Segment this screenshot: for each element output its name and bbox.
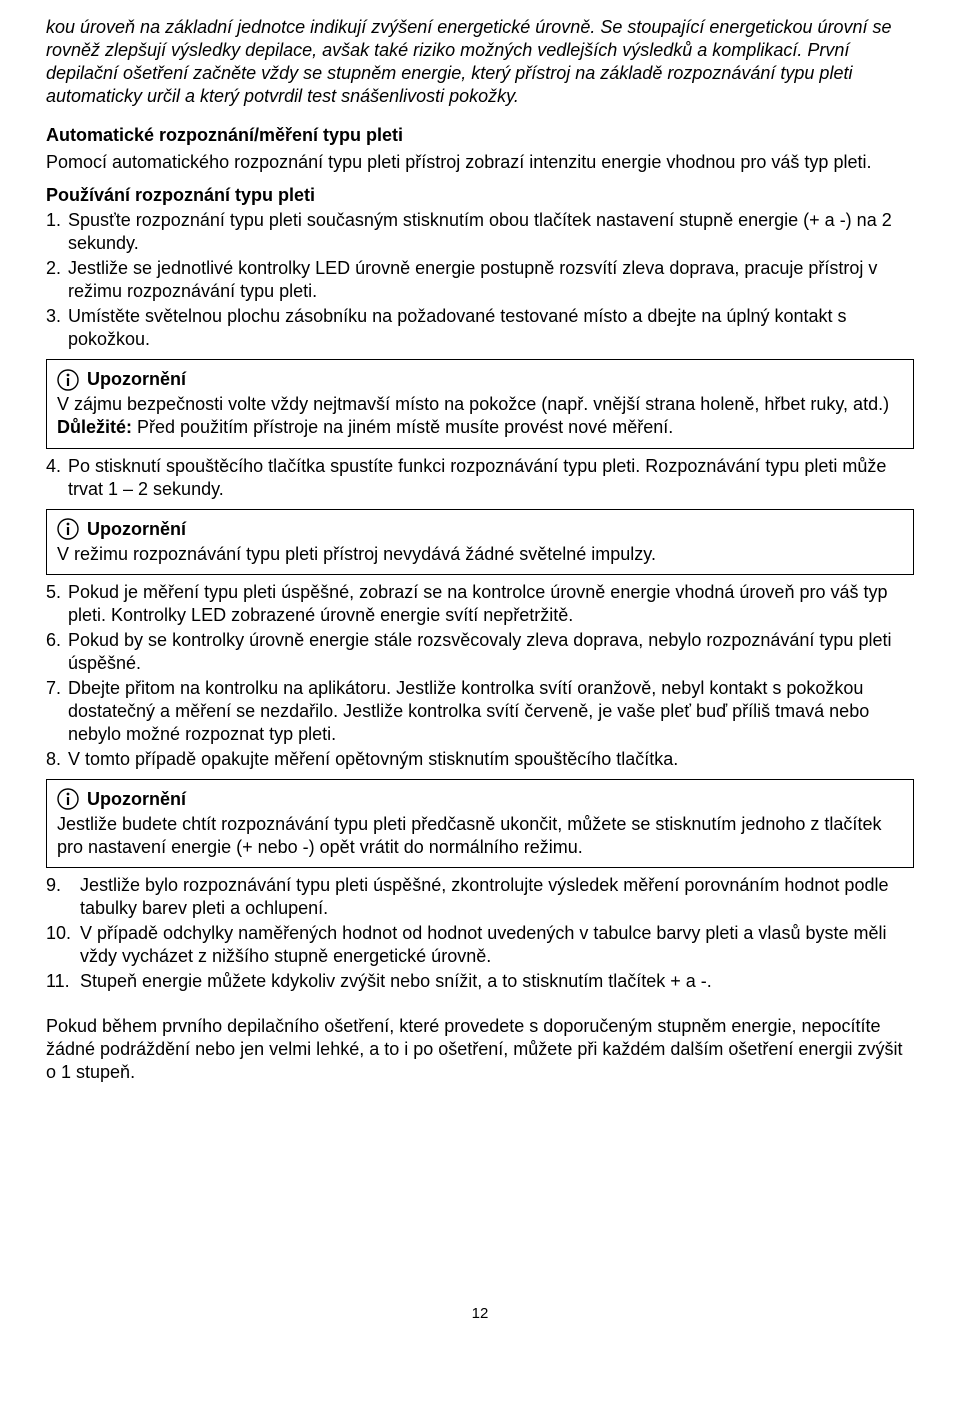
info-icon — [57, 788, 79, 810]
page-container: kou úroveň na základní jednotce indikují… — [0, 0, 960, 1363]
step-3: 3.Umístěte světelnou plochu zásobníku na… — [46, 305, 914, 353]
step-1: 1.Spusťte rozpoznání typu pleti současný… — [46, 209, 914, 257]
intro-paragraph: kou úroveň na základní jednotce indikují… — [46, 16, 914, 108]
heading-auto-detect: Automatické rozpoznání/měření typu pleti — [46, 124, 914, 147]
steps-list-2: 4.Po stisknutí spouštěcího tlačítka spus… — [46, 455, 914, 503]
steps-list-1: 1.Spusťte rozpoznání typu pleti současný… — [46, 209, 914, 353]
auto-detect-desc: Pomocí automatického rozpoznání typu ple… — [46, 151, 914, 174]
note-box-1-text2: Důležité: Před použitím přístroje na jin… — [57, 416, 903, 439]
note-label-2: Upozornění — [87, 518, 186, 541]
step-10: 10.V případě odchylky naměřených hodnot … — [46, 922, 914, 970]
intro-italic: kou úroveň na základní jednotce indikují… — [46, 17, 892, 106]
heading-usage: Používání rozpoznání typu pleti — [46, 184, 914, 207]
steps-list-4: 9.Jestliže bylo rozpoznávání typu pleti … — [46, 874, 914, 995]
note-box-3: Upozornění Jestliže budete chtít rozpozn… — [46, 779, 914, 868]
page-number: 12 — [46, 1304, 914, 1323]
step-5: 5.Pokud je měření typu pleti úspěšné, zo… — [46, 581, 914, 629]
step-2: 2.Jestliže se jednotlivé kontrolky LED ú… — [46, 257, 914, 305]
info-icon — [57, 518, 79, 540]
note-header-2: Upozornění — [57, 518, 903, 541]
note-box-1-text1: V zájmu bezpečnosti volte vždy nejtmavší… — [57, 393, 903, 416]
info-icon — [57, 369, 79, 391]
closing-paragraph: Pokud během prvního depilačního ošetření… — [46, 1015, 914, 1084]
note-box-1: Upozornění V zájmu bezpečnosti volte vžd… — [46, 359, 914, 448]
step-7: 7.Dbejte přitom na kontrolku na aplikáto… — [46, 677, 914, 748]
step-9: 9.Jestliže bylo rozpoznávání typu pleti … — [46, 874, 914, 922]
step-11: 11.Stupeň energie můžete kdykoliv zvýšit… — [46, 970, 914, 995]
note-box-2-text: V režimu rozpoznávání typu pleti přístro… — [57, 543, 903, 566]
step-4: 4.Po stisknutí spouštěcího tlačítka spus… — [46, 455, 914, 503]
note-box-2: Upozornění V režimu rozpoznávání typu pl… — [46, 509, 914, 575]
steps-list-3: 5.Pokud je měření typu pleti úspěšné, zo… — [46, 581, 914, 773]
note-header-1: Upozornění — [57, 368, 903, 391]
note-label-3: Upozornění — [87, 788, 186, 811]
note-box-3-text: Jestliže budete chtít rozpoznávání typu … — [57, 813, 903, 859]
note-header-3: Upozornění — [57, 788, 903, 811]
step-8: 8.V tomto případě opakujte měření opětov… — [46, 748, 914, 773]
note-label-1: Upozornění — [87, 368, 186, 391]
step-6: 6.Pokud by se kontrolky úrovně energie s… — [46, 629, 914, 677]
note-box-1-bold: Důležité: — [57, 417, 132, 437]
